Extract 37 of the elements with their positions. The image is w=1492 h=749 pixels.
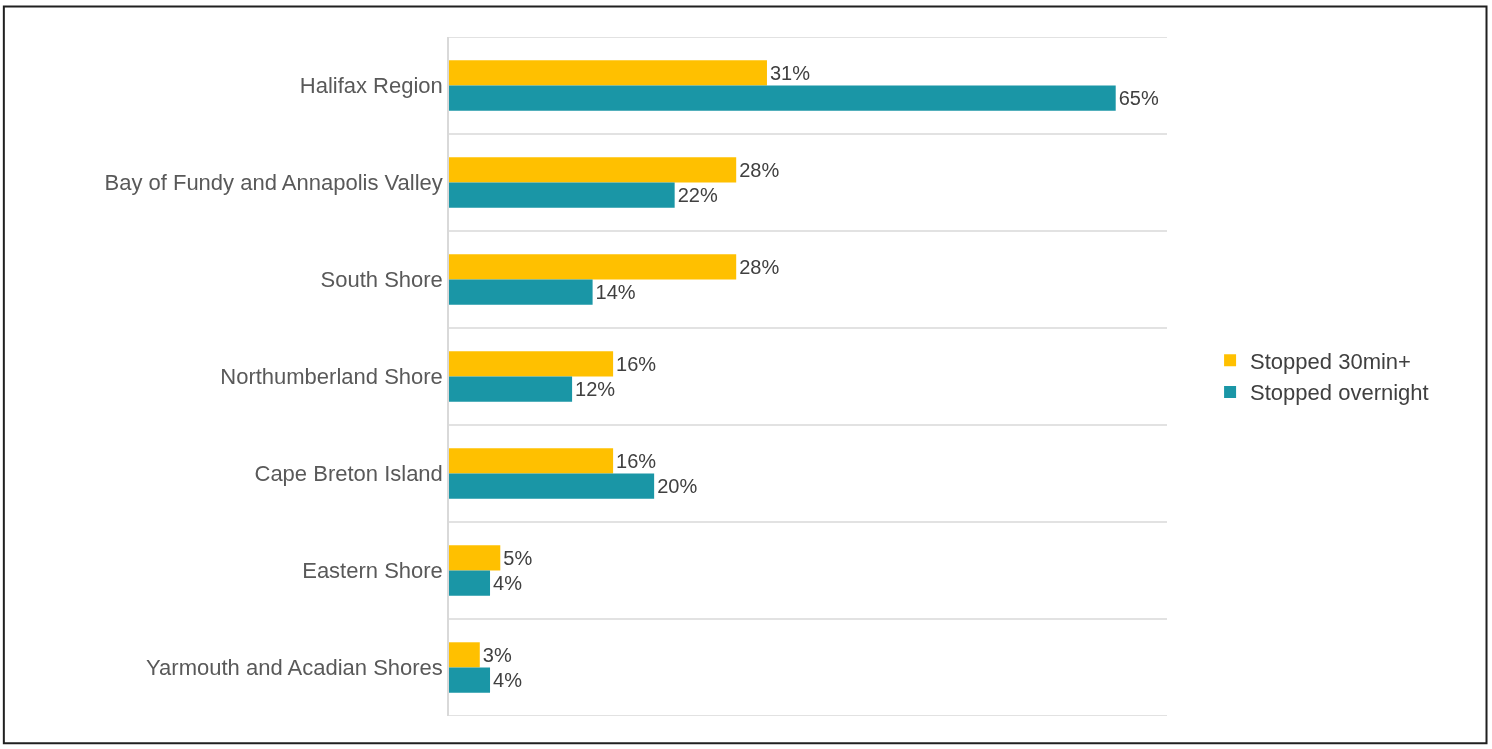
data-label: 4% [493,572,523,595]
bar [449,60,767,86]
y-tick-label: Northumberland Shore [220,364,443,390]
bar [449,157,737,183]
data-label: 31% [769,61,811,84]
y-tick-label: South Shore [320,267,443,293]
legend-label: Stopped overnight [1250,380,1429,406]
y-tick-label: Halifax Region [299,73,443,99]
bar [449,85,1116,111]
bar [449,279,593,305]
data-label: 4% [493,669,523,692]
data-label: 22% [677,184,718,207]
y-tick-label: Bay of Fundy and Annapolis Valley [104,170,443,196]
bar [449,545,501,571]
data-label: 65% [1118,87,1159,110]
data-label: 28% [739,255,780,278]
data-label: 16% [616,449,657,472]
y-tick-label: Cape Breton Island [254,461,443,487]
data-label: 14% [595,281,636,304]
data-label: 5% [503,546,533,569]
bar [449,182,675,208]
bar [449,254,737,280]
y-tick-label: Yarmouth and Acadian Shores [146,655,443,681]
bar [449,570,491,596]
y-tick-label: Eastern Shore [302,558,443,584]
data-label: 28% [739,158,780,181]
bar [449,473,655,499]
legend-label: Stopped 30min+ [1250,348,1411,374]
bar [449,351,614,377]
data-label: 3% [482,643,512,666]
bar [449,642,480,668]
bar [449,667,491,693]
data-label: 20% [657,475,698,498]
data-label: 12% [575,378,616,401]
bar [449,448,614,474]
data-label: 16% [616,352,657,375]
bar [449,376,573,402]
